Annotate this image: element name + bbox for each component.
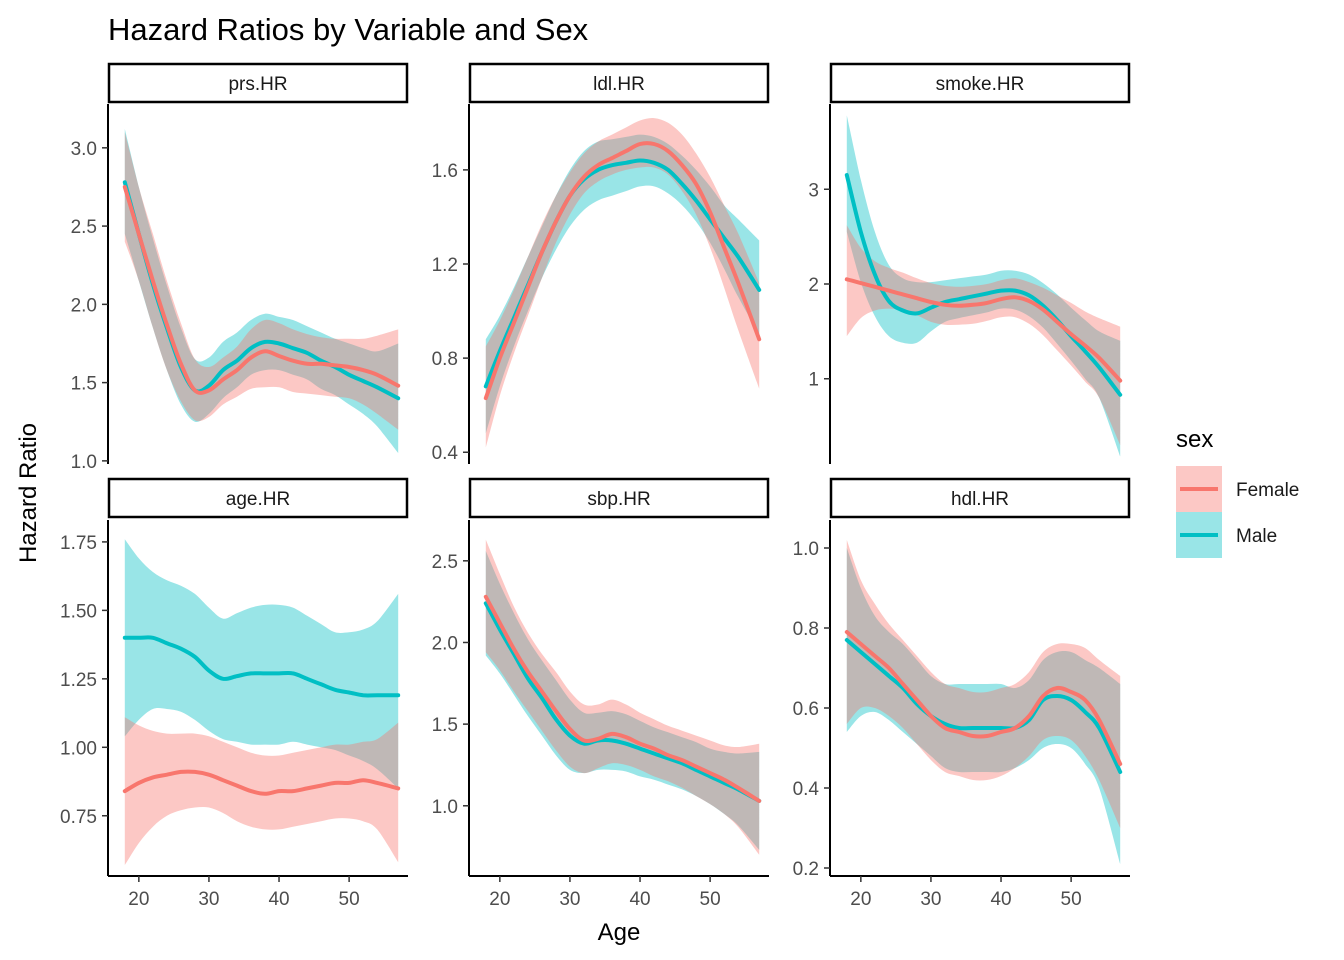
facet-strip-label: sbp.HR [587, 489, 650, 510]
x-tick-label: 50 [700, 889, 721, 910]
ci-band-male [846, 115, 1121, 457]
y-tick-label: 0.2 [793, 859, 819, 880]
y-tick-label: 0.8 [793, 619, 819, 640]
y-tick-label: 3.0 [71, 139, 97, 160]
ci-band-male [124, 539, 399, 789]
x-tick-label: 50 [1061, 889, 1082, 910]
legend: sex Female Male [1176, 426, 1299, 558]
line-male [844, 638, 1123, 774]
facet-strip [468, 477, 770, 519]
x-tick-label: 30 [198, 889, 219, 910]
facet-strip-label: hdl.HR [951, 489, 1009, 510]
y-tick-label: 2.0 [71, 295, 97, 316]
facet-strip [107, 62, 409, 104]
legend-label: Male [1236, 526, 1277, 547]
y-tick-label: 2.5 [432, 552, 458, 573]
y-tick-label: 3 [808, 180, 819, 201]
y-tick-label: 2 [808, 275, 819, 296]
line-female [483, 141, 762, 401]
y-tick-label: 1.75 [60, 533, 97, 554]
x-tick-label: 40 [268, 889, 289, 910]
x-tick-label: 20 [489, 889, 510, 910]
y-tick-label: 1.0 [432, 797, 458, 818]
facet-strip-label: age.HR [226, 489, 290, 510]
chart-title: Hazard Ratios by Variable and Sex [108, 12, 589, 47]
line-female [122, 769, 401, 796]
y-tick-label: 0.4 [432, 443, 459, 464]
facet-strip [468, 62, 770, 104]
legend-label: Female [1236, 480, 1299, 501]
y-tick-label: 0.4 [793, 779, 820, 800]
x-tick-label: 40 [990, 889, 1011, 910]
x-tick-label: 30 [920, 889, 941, 910]
x-tick-label: 40 [629, 889, 650, 910]
y-tick-label: 2.5 [71, 217, 97, 238]
y-tick-label: 1.50 [60, 601, 97, 622]
panel-ldl-HR: ldl.HR 0.4 0.8 1.2 1.6 [432, 62, 770, 464]
ci-band-female [124, 717, 399, 865]
y-tick-label: 0.75 [60, 807, 97, 828]
y-tick-label: 1.6 [432, 161, 458, 182]
ci-band-male [124, 129, 399, 453]
facet-strip [107, 477, 409, 519]
y-tick-label: 0.6 [793, 699, 819, 720]
y-tick-label: 1.0 [71, 452, 97, 473]
x-axis-title: Age [598, 919, 641, 946]
facet-panels: prs.HR 1.0 1.5 2.0 2.5 3.0 ldl.HR 0.4 0.8 1.2 1.6 s… [60, 62, 1131, 910]
facet-strip-label: smoke.HR [936, 74, 1025, 95]
line-male [483, 601, 762, 803]
facet-strip [829, 62, 1131, 104]
facet-strip-label: ldl.HR [593, 74, 645, 95]
line-female [122, 185, 401, 395]
y-tick-label: 1.2 [432, 255, 458, 276]
ci-band-male [485, 134, 760, 434]
y-tick-label: 2.0 [432, 633, 458, 654]
y-tick-label: 1.0 [793, 539, 819, 560]
ci-band-female [485, 118, 760, 448]
y-tick-label: 1.25 [60, 670, 97, 691]
line-female [483, 594, 762, 803]
ci-band-female [124, 132, 399, 430]
x-tick-label: 20 [850, 889, 871, 910]
panel-age-HR: age.HR 0.75 1.00 1.25 1.50 1.75 20 30 40 50 [60, 477, 409, 910]
panel-smoke-HR: smoke.HR 1 2 3 [808, 62, 1131, 464]
panel-hdl-HR: hdl.HR 0.2 0.4 0.6 0.8 1.0 20 30 40 50 [793, 477, 1131, 910]
y-tick-label: 0.8 [432, 349, 458, 370]
x-tick-label: 30 [559, 889, 580, 910]
panel-prs-HR: prs.HR 1.0 1.5 2.0 2.5 3.0 [71, 62, 409, 473]
legend-title: sex [1176, 426, 1213, 453]
ci-band-male [846, 548, 1121, 864]
ci-band-female [485, 539, 760, 855]
y-tick-label: 1 [808, 370, 819, 391]
facet-strip-label: prs.HR [228, 74, 287, 95]
legend-key-female: Female [1176, 466, 1299, 512]
facet-strip [829, 477, 1131, 519]
ci-band-male [485, 551, 760, 850]
y-tick-label: 1.5 [432, 715, 458, 736]
y-tick-label: 1.5 [71, 374, 97, 395]
line-female [844, 277, 1123, 383]
line-female [844, 630, 1123, 766]
y-tick-label: 1.00 [60, 738, 97, 759]
panel-sbp-HR: sbp.HR 1.0 1.5 2.0 2.5 20 30 40 50 [432, 477, 770, 910]
x-tick-label: 50 [339, 889, 360, 910]
ci-band-female [846, 225, 1121, 446]
y-axis-title: Hazard Ratio [15, 423, 42, 563]
x-tick-label: 20 [128, 889, 149, 910]
line-male [122, 635, 401, 698]
legend-key-male: Male [1176, 512, 1277, 558]
